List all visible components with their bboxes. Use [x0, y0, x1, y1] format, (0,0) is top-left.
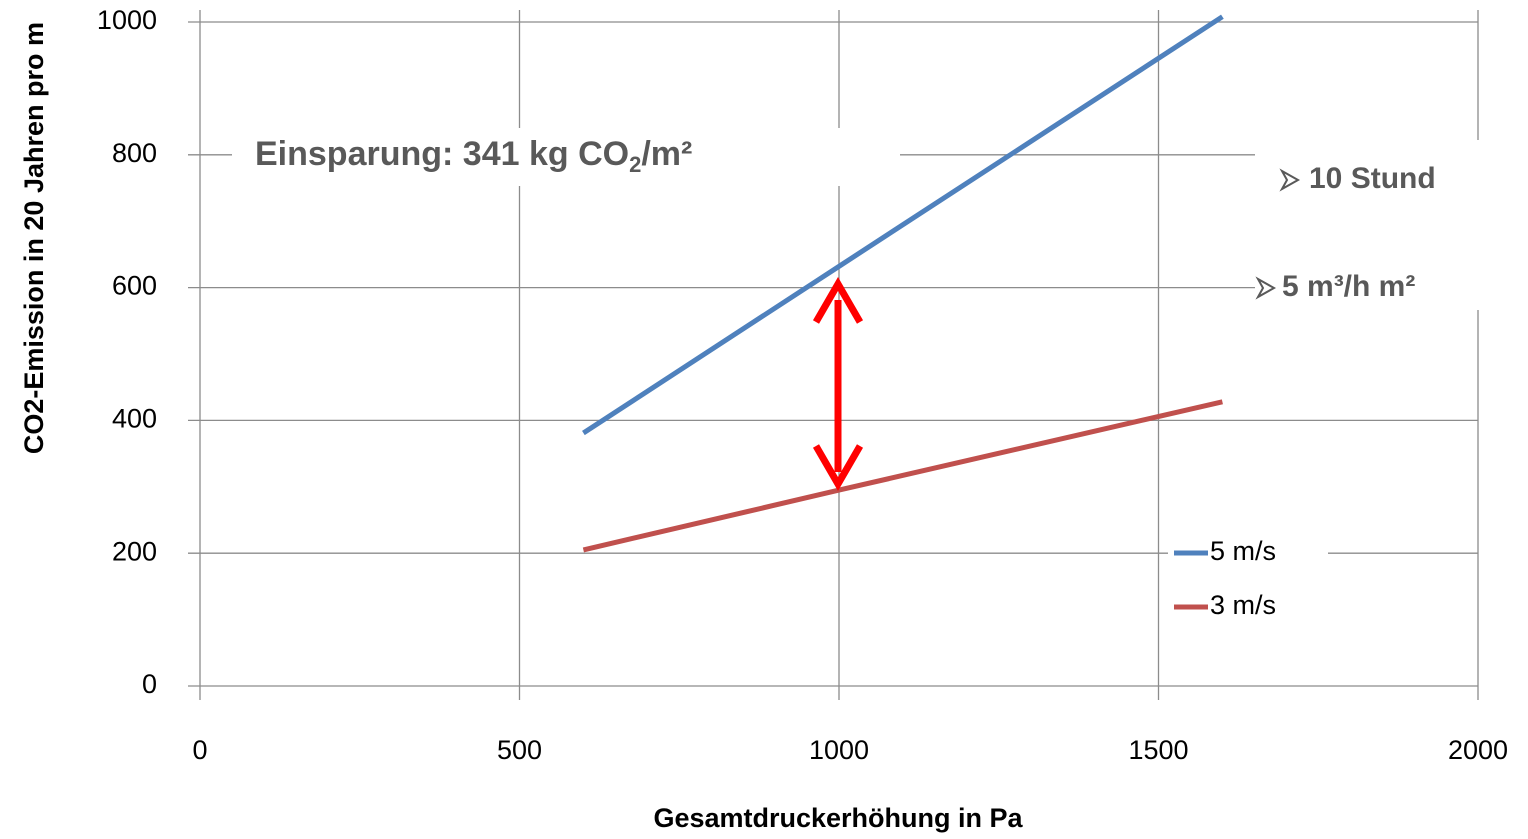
series-line: [582, 14, 1224, 436]
bullet-arrow: [1279, 168, 1301, 192]
series-line: [582, 399, 1223, 553]
legend-box: [1168, 530, 1328, 630]
y-tick-label: 800: [112, 138, 157, 168]
side-note: 10 Stund: [1309, 162, 1436, 195]
y-tick-label: 200: [112, 536, 157, 566]
legend-label: 5 m/s: [1210, 536, 1276, 566]
annotation-tail: /m²: [641, 135, 692, 173]
x-axis-title: Gesamtdruckerhöhung in Pa: [653, 803, 1023, 833]
annotation: Einsparung: 341 kg CO2/m²: [255, 135, 692, 177]
y-tick-label: 400: [112, 404, 157, 434]
bullet-arrow: [1255, 276, 1277, 300]
x-tick-label: 500: [497, 735, 542, 765]
arrow-head: [812, 277, 864, 324]
legend-label: 3 m/s: [1210, 590, 1276, 620]
x-tick-label: 0: [192, 735, 207, 765]
x-tick-label: 1000: [809, 735, 869, 765]
side-note: 5 m³/h m²: [1282, 270, 1415, 303]
y-tick-label: 1000: [97, 5, 157, 35]
y-tick-label: 0: [142, 669, 157, 699]
x-tick-label: 2000: [1448, 735, 1508, 765]
x-tick-label: 1500: [1128, 735, 1188, 765]
y-axis-title: CO2-Emission in 20 Jahren pro m: [19, 22, 49, 454]
annotation-sub: 2: [629, 152, 641, 177]
note-box: [1255, 140, 1528, 310]
annotation-box: [232, 128, 900, 186]
annotation-main: Einsparung: 341 kg CO: [255, 135, 629, 173]
y-tick-label: 600: [112, 271, 157, 301]
arrow-head: [812, 444, 864, 491]
